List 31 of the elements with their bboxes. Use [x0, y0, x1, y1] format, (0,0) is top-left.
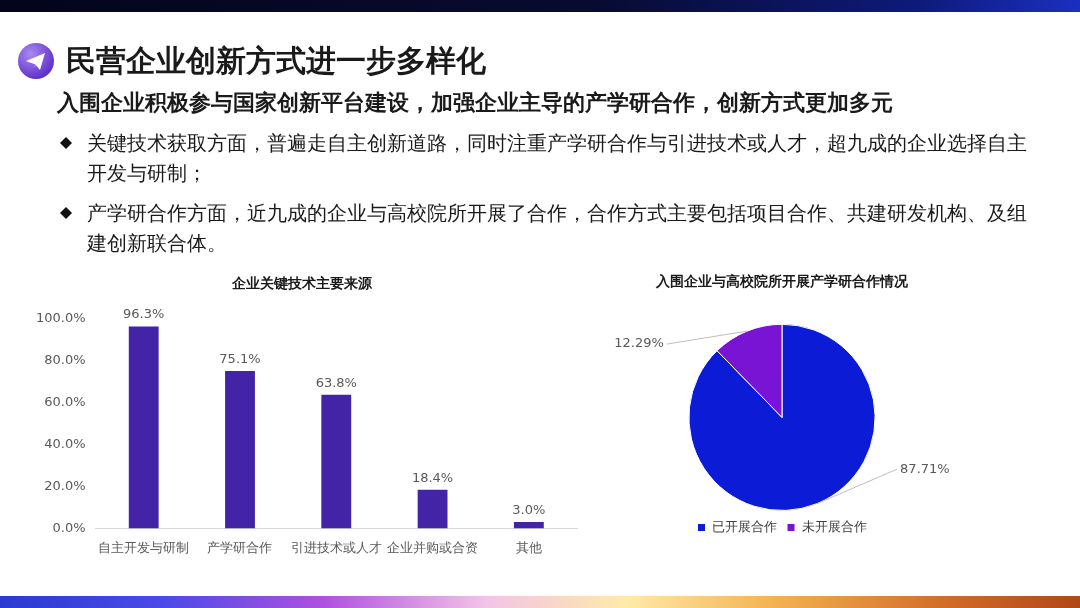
data-label: 63.8%: [315, 374, 357, 390]
text: 民营企业创新方式进一步多样化: [66, 43, 486, 79]
bar: [513, 522, 544, 529]
bar: [417, 489, 448, 529]
data-label: 12.29%: [614, 335, 664, 351]
y-tick-label: 0.0%: [52, 519, 86, 535]
chart-title: 入围企业与高校院所开展产学研合作情况: [655, 273, 909, 290]
data-label: 75.1%: [219, 350, 261, 366]
y-tick-label: 80.0%: [44, 352, 86, 368]
data-label: 18.4%: [411, 469, 454, 485]
x-tick-label: 产学研合作: [207, 539, 273, 555]
bar: [128, 326, 159, 529]
x-tick-label: 自主开发与研制: [98, 539, 190, 555]
bar: [225, 370, 255, 529]
y-tick-label: 40.0%: [44, 435, 86, 451]
y-tick-label: 60.0%: [44, 394, 86, 410]
text: 入围企业积极参与国家创新平台建设，加强企业主导的产学研合作，创新方式更加多元: [56, 90, 894, 116]
data-label: 87.71%: [900, 460, 950, 476]
bar: [321, 394, 352, 529]
y-tick-label: 100.0%: [35, 310, 86, 326]
text: 产学研合作方面，近九成的企业与高校院所开展了合作，合作方式主要包括项目合作、共建研发机构、及组建创新联合体。: [87, 200, 1028, 257]
x-tick-label: 引进技术或人才: [290, 539, 382, 555]
chart-title: 企业关键技术主要来源: [230, 275, 373, 292]
x-tick-label: 企业并购或合资: [387, 539, 479, 555]
data-label: 3.0%: [512, 501, 546, 517]
text: 关键技术获取方面，普遍走自主创新道路，同时注重产学研合作与引进技术或人才，超九成的企业选择自主开发与研制；: [87, 130, 1028, 187]
x-tick-label: 其他: [515, 539, 542, 555]
legend-label: 已开展合作: [712, 518, 777, 534]
legend-label: 未开展合作: [801, 518, 867, 534]
y-tick-label: 20.0%: [44, 477, 86, 493]
data-label: 96.3%: [123, 306, 165, 322]
